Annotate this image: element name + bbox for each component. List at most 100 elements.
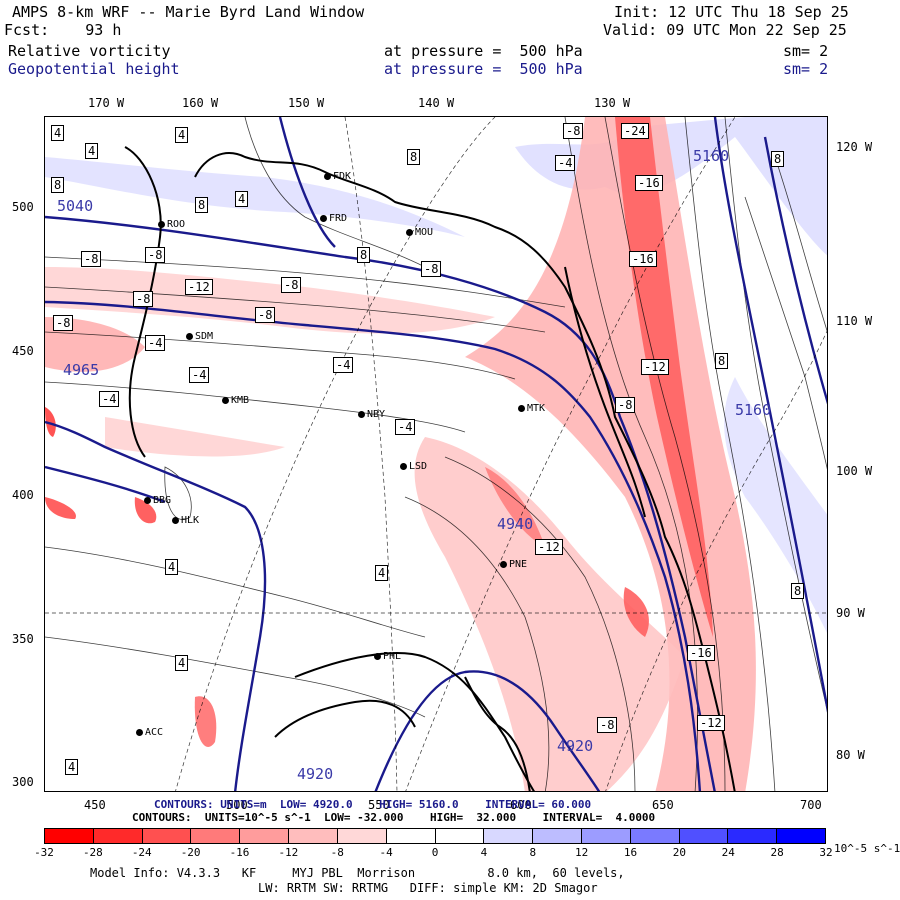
vorticity-label: 4 [165,559,179,575]
vorticity-label: -8 [81,251,102,267]
colorbar-tick-label: 20 [672,846,686,859]
height-label: 5160 [735,401,772,419]
negative-vorticity-region [194,696,217,747]
colorbar-swatch [581,829,631,843]
vorticity-label: -16 [687,645,715,661]
station-label: KMB [221,395,250,406]
vorticity-label: -4 [189,367,210,383]
height-label: 4920 [557,737,594,755]
colorbar-tick-label: 24 [721,846,735,859]
colorbar-swatch [777,829,825,843]
field1-level: at pressure = 500 hPa [384,42,583,60]
grid-x-label: 600 [510,798,532,812]
vorticity-label: -8 [597,717,618,733]
negative-vorticity-region [465,117,756,791]
colorbar-swatch [337,829,387,843]
colorbar-unit: 10^-5 s^-1 [834,842,900,855]
grid-x-label: 450 [84,798,106,812]
station-label: MTK [517,403,546,414]
vorticity-label: -12 [697,715,725,731]
grid-y-label: 350 [12,632,34,646]
station-label: ROO [157,219,186,230]
height-label: 5040 [57,197,94,215]
station-label: HLK [171,515,200,526]
vorticity-label: 8 [791,583,805,599]
height-label: 4940 [497,515,534,533]
station-label: BBG [143,495,172,506]
vorticity-label: 4 [65,759,79,775]
colorbar-swatch [435,829,485,843]
coastline [124,146,736,791]
vorticity-label: -24 [621,123,649,139]
station-label: NBY [357,409,386,420]
lon-label: 90 W [836,606,865,620]
field1-name: Relative vorticity [8,42,171,60]
vorticity-label: 8 [195,197,209,213]
negative-vorticity-region [45,267,495,334]
negative-vorticity-region [134,497,157,524]
vorticity-label: 8 [771,151,785,167]
colorbar-swatch [45,829,94,843]
vorticity-label: -16 [635,175,663,191]
lon-label: 80 W [836,748,865,762]
grid-x-label: 700 [800,798,822,812]
vorticity-label: -12 [641,359,669,375]
station-label: MOU [405,227,434,238]
station-label: FDK [323,171,352,182]
grid-y-label: 450 [12,344,34,358]
init-time: Init: 12 UTC Thu 18 Sep 25 [614,3,849,21]
vorticity-label: -4 [555,155,576,171]
valid-time: Valid: 09 UTC Mon 22 Sep 25 [603,21,847,39]
colorbar-swatch [728,829,778,843]
model-info: Model Info: V4.3.3 KF MYJ PBL Morrison 8… [90,866,625,880]
positive-vorticity-region [45,157,465,237]
colorbar-tick-label: -16 [229,846,250,859]
colorbar-tick-label: 12 [575,846,589,859]
vorticity-label: -12 [535,539,563,555]
vorticity-contours [45,117,827,791]
vorticity-label: 4 [85,143,99,159]
negative-vorticity-region [414,437,685,791]
colorbar-swatch [289,829,338,843]
colorbar-tick-label: -4 [379,846,393,859]
colorbar-tick-label: -32 [34,846,54,859]
station-label: FRD [319,213,348,224]
vorticity-label: -8 [145,247,166,263]
vorticity-label: 8 [357,247,371,263]
vorticity-label: -4 [99,391,120,407]
lon-label: 100 W [836,464,873,478]
lon-label: 170 W [88,96,125,110]
grid-y-label: 500 [12,200,34,214]
lon-label: 130 W [594,96,631,110]
grid-y-label: 300 [12,775,34,789]
height-label: 4965 [63,361,100,379]
vorticity-label: 8 [51,177,65,193]
colorbar-swatch [533,829,582,843]
negative-vorticity-region [105,417,285,457]
lon-label: 120 W [836,140,873,154]
lon-label: 140 W [418,96,455,110]
vorticity-label: -8 [421,261,442,277]
negative-vorticity-region [615,117,713,637]
vorticity-label: -16 [629,251,657,267]
vorticity-label: -8 [615,397,636,413]
colorbar-swatch [240,829,290,843]
lon-label: 150 W [288,96,325,110]
map-panel: 5040 5160 4965 5160 4940 4920 4920 4 4 4… [44,116,828,792]
vorticity-label: 4 [235,191,249,207]
field1-smoothing: sm= 2 [783,42,829,60]
vorticity-label: 4 [51,125,65,141]
colorbar-tick-label: -20 [180,846,201,859]
grid-x-label: 650 [652,798,674,812]
negative-vorticity-region [45,407,56,437]
field2-level: at pressure = 500 hPa [384,60,583,78]
height-contour-info: CONTOURS: UNITS=m LOW= 4920.0 HIGH= 5160… [154,798,592,811]
colorbar-swatch [142,829,192,843]
colorbar-tick-label: -8 [330,846,344,859]
colorbar-swatch [93,829,143,843]
colorbar-tick-label: 28 [770,846,784,859]
geopotential-height-contours [45,117,827,791]
colorbar-swatch [630,829,680,843]
grid-y-label: 400 [12,488,34,502]
vorticity-label: -8 [563,123,584,139]
